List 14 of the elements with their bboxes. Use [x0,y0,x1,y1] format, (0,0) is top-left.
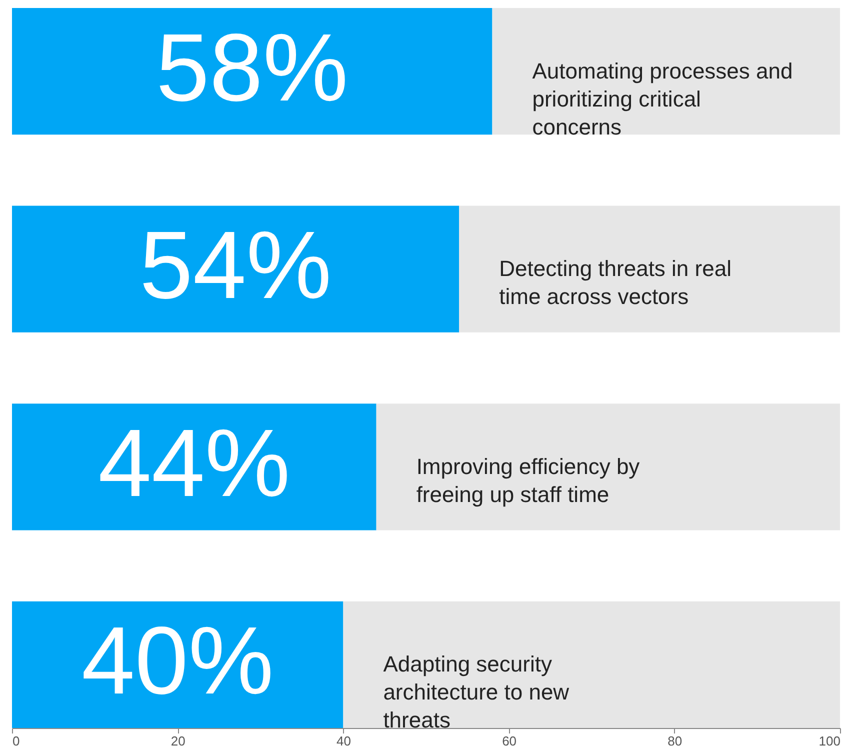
x-tick-label: 100 [818,734,840,748]
y-tick-label: Automating processes and prioritizing critical concerns [532,58,793,140]
y-tick-label: Detecting threats in real time across vectors [499,256,732,310]
x-tick-label: 60 [502,734,517,748]
data-label: 54% [139,212,332,320]
data-label: 44% [98,410,290,517]
x-tick-label: 20 [170,734,186,748]
y-tick-label: Adapting security architecture to new threats [383,652,570,733]
y-tick-label: Improving efficiency by freeing up staff time [416,454,640,507]
data-label: 40% [82,608,274,715]
x-tick-label: 80 [668,734,682,748]
data-label: 58% [156,14,348,122]
x-tick-label: 0 [12,734,20,748]
x-tick-label: 40 [336,734,351,748]
